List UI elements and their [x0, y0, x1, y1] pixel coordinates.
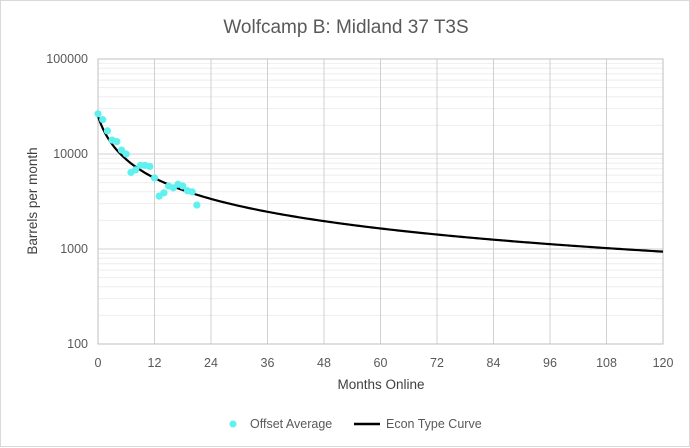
x-tick-label: 48: [317, 356, 331, 370]
chart-title: Wolfcamp B: Midland 37 T3S: [223, 17, 468, 38]
x-tick-label: 108: [596, 356, 617, 370]
x-tick-label: 36: [261, 356, 275, 370]
y-tick-label: 10000: [53, 147, 88, 161]
x-tick-label: 120: [653, 356, 674, 370]
y-tick-label: 100: [67, 337, 88, 351]
legend-label-offset-average: Offset Average: [250, 417, 332, 431]
legend: Offset Average Econ Type Curve: [229, 417, 482, 431]
offset-average-point: [160, 189, 168, 197]
offset-average-point: [99, 116, 107, 124]
y-tick-label: 100000: [46, 52, 88, 66]
legend-label-econ-type-curve: Econ Type Curve: [386, 417, 482, 431]
offset-average-point: [132, 166, 140, 174]
x-tick-label: 60: [374, 356, 388, 370]
legend-marker-offset-average: [229, 420, 237, 428]
y-axis-tick-labels: 100 1000 10000 100000: [46, 52, 88, 351]
offset-average-point: [103, 127, 112, 135]
offset-average-point: [122, 150, 130, 158]
offset-average-point: [179, 182, 187, 190]
plot-area-border: [97, 58, 664, 345]
y-axis-label: Barrels per month: [25, 147, 40, 254]
offset-average-point: [146, 162, 154, 171]
offset-average-point: [113, 138, 121, 146]
x-axis-label: Months Online: [337, 377, 424, 392]
x-tick-label: 96: [543, 356, 557, 370]
offset-average-point: [193, 201, 201, 209]
offset-points-layer: [94, 110, 201, 209]
x-axis-tick-labels: 0 12 24 36 48 60 72 84 96 108 120: [95, 356, 674, 370]
offset-average-point: [94, 110, 102, 118]
offset-average-point: [188, 188, 196, 196]
y-tick-label: 1000: [60, 242, 88, 256]
offset-average-point: [150, 174, 159, 182]
x-tick-label: 0: [95, 356, 102, 370]
x-tick-label: 24: [204, 356, 218, 370]
offset-average-point: [117, 146, 126, 154]
x-tick-label: 72: [430, 356, 444, 370]
x-tick-label: 84: [487, 356, 501, 370]
x-tick-label: 12: [148, 356, 162, 370]
major-gridlines: [97, 58, 664, 345]
